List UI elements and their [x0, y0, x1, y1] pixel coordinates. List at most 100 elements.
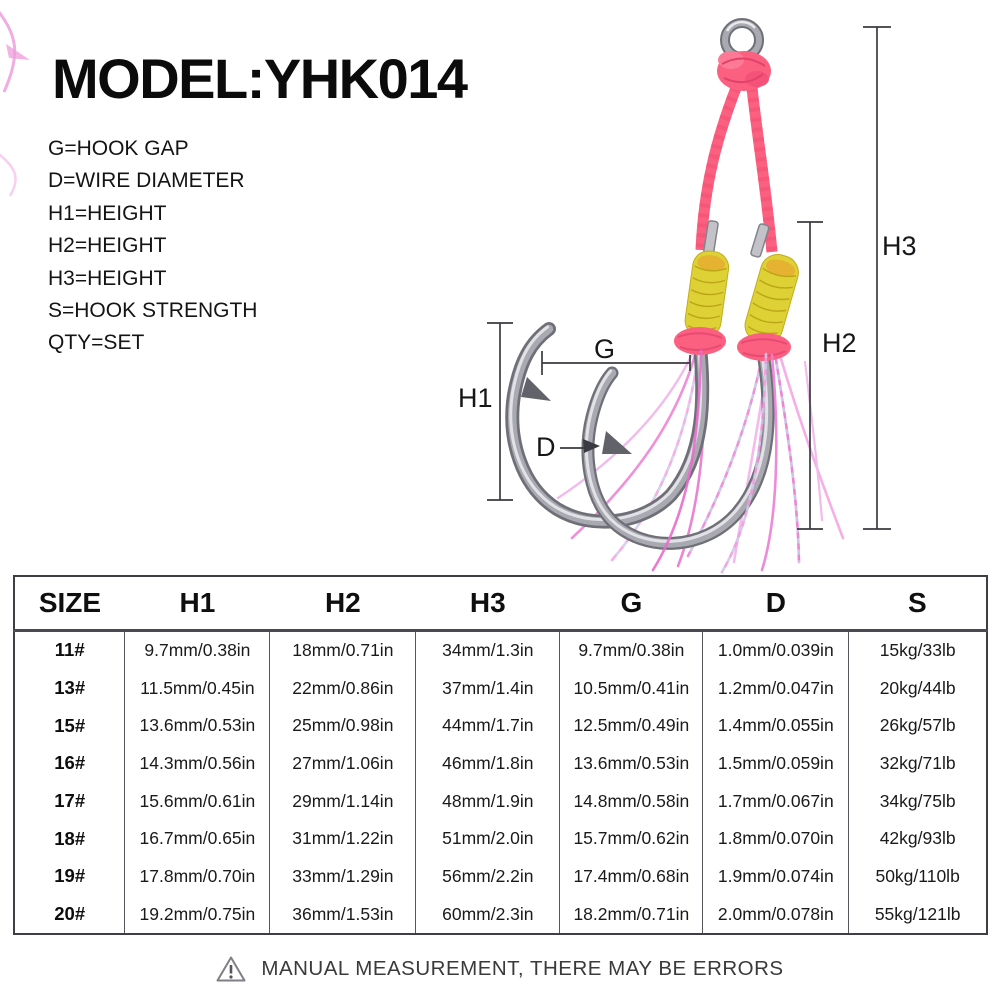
value-cell: 34mm/1.3in [415, 630, 560, 670]
hook-small [581, 339, 775, 550]
value-cell: 48mm/1.9in [415, 782, 560, 820]
value-cell: 37mm/1.4in [415, 669, 560, 707]
value-cell: 32kg/71lb [848, 744, 987, 783]
dim-line-h2 [797, 221, 823, 530]
dim-arrow-d [560, 439, 600, 453]
assist-cord-right [746, 87, 778, 253]
size-cell: 17# [54, 790, 86, 812]
dim-label-g: G [594, 334, 616, 364]
value-cell: 60mm/2.3in [415, 895, 560, 934]
legend-item-h1: H1=HEIGHT [48, 201, 167, 225]
value-cell: 15kg/33lb [848, 630, 987, 670]
value-cell: 18mm/0.71in [269, 630, 416, 670]
table-header-row: SIZE H1 H2 H3 G D S [14, 576, 987, 630]
value-cell: 1.9mm/0.074in [702, 857, 849, 896]
value-cell: 26kg/57lb [848, 706, 987, 745]
value-cell: 1.0mm/0.039in [702, 630, 849, 670]
column-header-h1: H1 [179, 586, 216, 618]
value-cell: 13.6mm/0.53in [559, 744, 703, 783]
cord-collar-right [737, 333, 791, 361]
assist-cord-left [695, 86, 742, 251]
table-row: 15# 13.6mm/0.53in 25mm/0.98in 44mm/1.7in 12.… [14, 706, 987, 745]
value-cell: 50kg/110lb [848, 857, 987, 896]
legend: G=HOOK GAP D=WIRE DIAMETER H1=HEIGHT H2=… [48, 133, 257, 360]
page-title: MODEL:YHK014 [52, 47, 468, 110]
size-cell: 13# [54, 677, 86, 699]
value-cell: 29mm/1.14in [269, 782, 416, 820]
column-header-d: D [765, 586, 786, 618]
dim-label-h1: H1 [458, 383, 493, 413]
value-cell: 14.3mm/0.56in [124, 744, 270, 783]
value-cell: 20kg/44lb [848, 669, 987, 707]
hook-illustration [0, 10, 891, 574]
legend-item-h3: H3=HEIGHT [48, 266, 167, 290]
value-cell: 46mm/1.8in [415, 744, 560, 783]
value-cell: 1.7mm/0.067in [702, 782, 849, 820]
value-cell: 22mm/0.86in [269, 669, 416, 707]
table-body: 11# 9.7mm/0.38in 18mm/0.71in 34mm/1.3in 9.7m… [14, 630, 987, 934]
value-cell: 16.7mm/0.65in [124, 819, 270, 858]
value-cell: 44mm/1.7in [415, 706, 560, 745]
legend-item-s: S=HOOK STRENGTH [48, 299, 258, 323]
column-header-h3: H3 [469, 586, 506, 618]
value-cell: 15.6mm/0.61in [124, 782, 270, 820]
flash-tinsel-front [651, 349, 778, 574]
warning-text: MANUAL MEASUREMENT, THERE MAY BE ERRORS [261, 957, 784, 980]
dim-line-g [541, 351, 691, 375]
dimension-lines [487, 26, 891, 530]
table-row: 18# 16.7mm/0.65in 31mm/1.22in 51mm/2.0in 15.… [14, 819, 987, 858]
size-cell: 18# [54, 827, 86, 849]
hook-barb-large [521, 377, 551, 401]
size-table: SIZE H1 H2 H3 G D S 11# 9.7mm/0.38in 18mm/0.71in… [13, 575, 988, 935]
value-cell: 9.7mm/0.38in [124, 630, 270, 670]
value-cell: 42kg/93lb [848, 819, 987, 858]
value-cell: 17.8mm/0.70in [124, 857, 270, 896]
value-cell: 2.0mm/0.078in [702, 895, 849, 934]
value-cell: 36mm/1.53in [269, 895, 416, 934]
column-header-s: S [908, 586, 927, 618]
table-row: 13# 11.5mm/0.45in 22mm/0.86in 37mm/1.4in 10.… [14, 669, 987, 707]
value-cell: 12.5mm/0.49in [559, 706, 703, 745]
value-cell: 17.4mm/0.68in [559, 857, 703, 896]
hook-barb-small [602, 431, 632, 454]
dim-line-h1 [487, 322, 513, 501]
value-cell: 9.7mm/0.38in [559, 630, 703, 670]
table-row: 19# 17.8mm/0.70in 33mm/1.29in 56mm/2.2in 17.… [14, 857, 987, 896]
size-cell: 11# [54, 639, 85, 661]
legend-item-qty: QTY=SET [48, 331, 145, 355]
warning-footer: MANUAL MEASUREMENT, THERE MAY BE ERRORS [0, 944, 1000, 994]
value-cell: 27mm/1.06in [269, 744, 416, 783]
column-header-g: G [620, 586, 643, 618]
size-cell: 15# [54, 714, 86, 736]
value-cell: 51mm/2.0in [415, 819, 560, 858]
value-cell: 11.5mm/0.45in [124, 669, 270, 707]
column-header-size: SIZE [38, 586, 102, 618]
warning-triangle-icon [216, 956, 246, 982]
value-cell: 19.2mm/0.75in [124, 895, 270, 934]
table-row: 20# 19.2mm/0.75in 36mm/1.53in 60mm/2.3in 18.… [14, 895, 987, 934]
value-cell: 25mm/0.98in [269, 706, 416, 745]
size-cell: 19# [54, 865, 86, 887]
value-cell: 56mm/2.2in [415, 857, 560, 896]
thread-wrap-right [744, 253, 799, 344]
dim-line-h3 [863, 26, 891, 530]
size-cell: 16# [54, 752, 86, 774]
size-cell: 20# [54, 903, 86, 925]
value-cell: 10.5mm/0.41in [559, 669, 703, 707]
table-row: 17# 15.6mm/0.61in 29mm/1.14in 48mm/1.9in 14.… [14, 782, 987, 820]
value-cell: 1.4mm/0.055in [702, 706, 849, 745]
value-cell: 1.8mm/0.070in [702, 819, 849, 858]
value-cell: 1.2mm/0.047in [702, 669, 849, 707]
dim-label-d: D [536, 432, 556, 462]
dim-label-h3: H3 [882, 231, 917, 261]
corner-tinsel-decoration [0, 10, 30, 197]
hook-spade-right [750, 223, 770, 258]
legend-item-d: D=WIRE DIAMETER [48, 169, 245, 193]
value-cell: 14.8mm/0.58in [559, 782, 703, 820]
cord-knot [717, 51, 771, 91]
legend-item-h2: H2=HEIGHT [48, 234, 167, 258]
value-cell: 18.2mm/0.71in [559, 895, 703, 934]
table-row: 11# 9.7mm/0.38in 18mm/0.71in 34mm/1.3in 9.7m… [14, 630, 987, 670]
value-cell: 15.7mm/0.62in [559, 819, 703, 858]
